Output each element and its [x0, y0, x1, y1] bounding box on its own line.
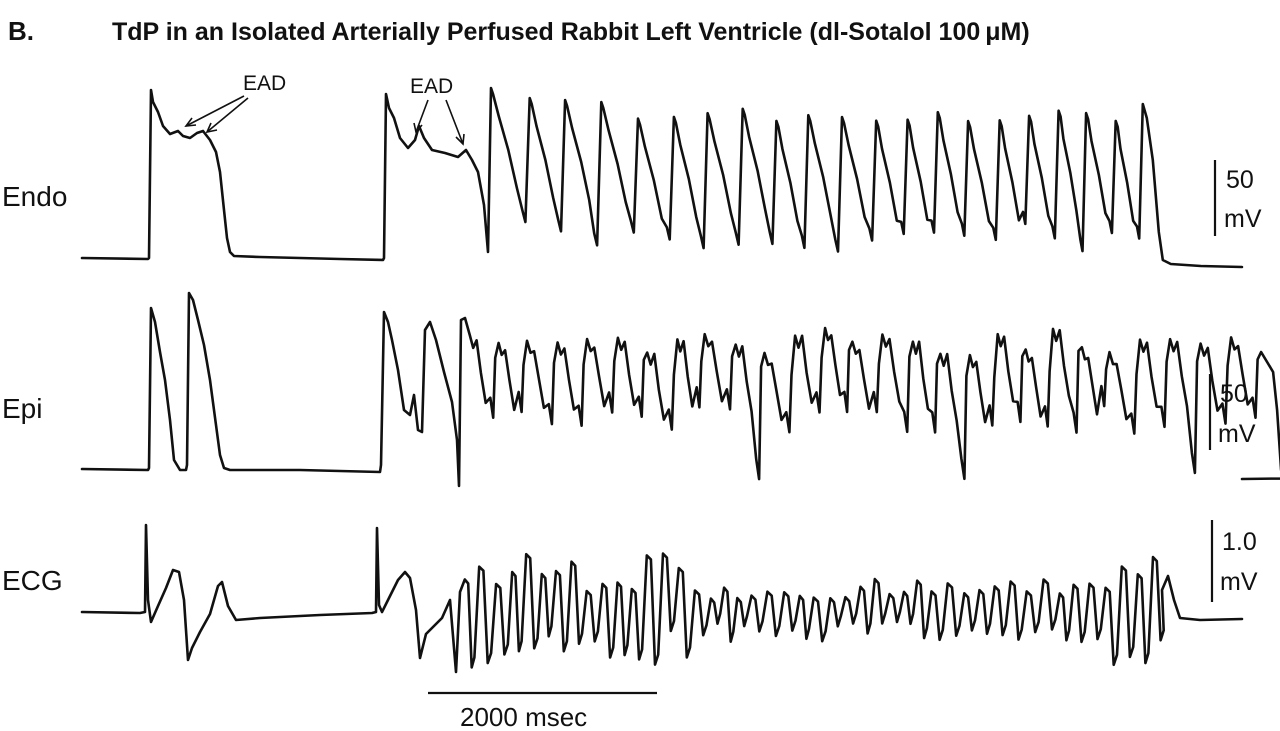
panel-letter: B.	[8, 16, 34, 46]
ead-arrow-1b	[206, 97, 249, 133]
trace-label-ecg: ECG	[2, 565, 63, 596]
trace-label-epi: Epi	[2, 393, 42, 424]
epi-scale-unit: mV	[1218, 420, 1256, 448]
ead-arrowhead-1b	[205, 122, 218, 134]
epi-scale-value: 50	[1220, 380, 1248, 408]
endo-scale-value: 50	[1226, 166, 1254, 194]
epi-trace	[80, 291, 1280, 488]
ead-arrow-1a	[185, 95, 245, 127]
ead-arrow-2a	[415, 99, 429, 133]
figure-title: TdP in an Isolated Arterially Perfused R…	[112, 18, 1030, 46]
ecg-trace	[80, 523, 1244, 674]
endo-trace	[80, 86, 1244, 269]
ead-arrowhead-2a	[413, 122, 423, 134]
ecg-scale-value: 1.0	[1222, 528, 1257, 556]
ecg-scale-unit: mV	[1220, 568, 1258, 596]
ead-arrow-2b	[445, 99, 464, 145]
ead-arrowhead-1a	[184, 117, 197, 127]
ead-label-2: EAD	[410, 75, 453, 98]
ead-arrowhead-2b	[455, 133, 465, 146]
endo-scale-unit: mV	[1224, 205, 1262, 233]
trace-label-endo: Endo	[2, 181, 67, 212]
time-scale-label: 2000 msec	[460, 702, 587, 731]
ead-label-1: EAD	[243, 72, 286, 95]
